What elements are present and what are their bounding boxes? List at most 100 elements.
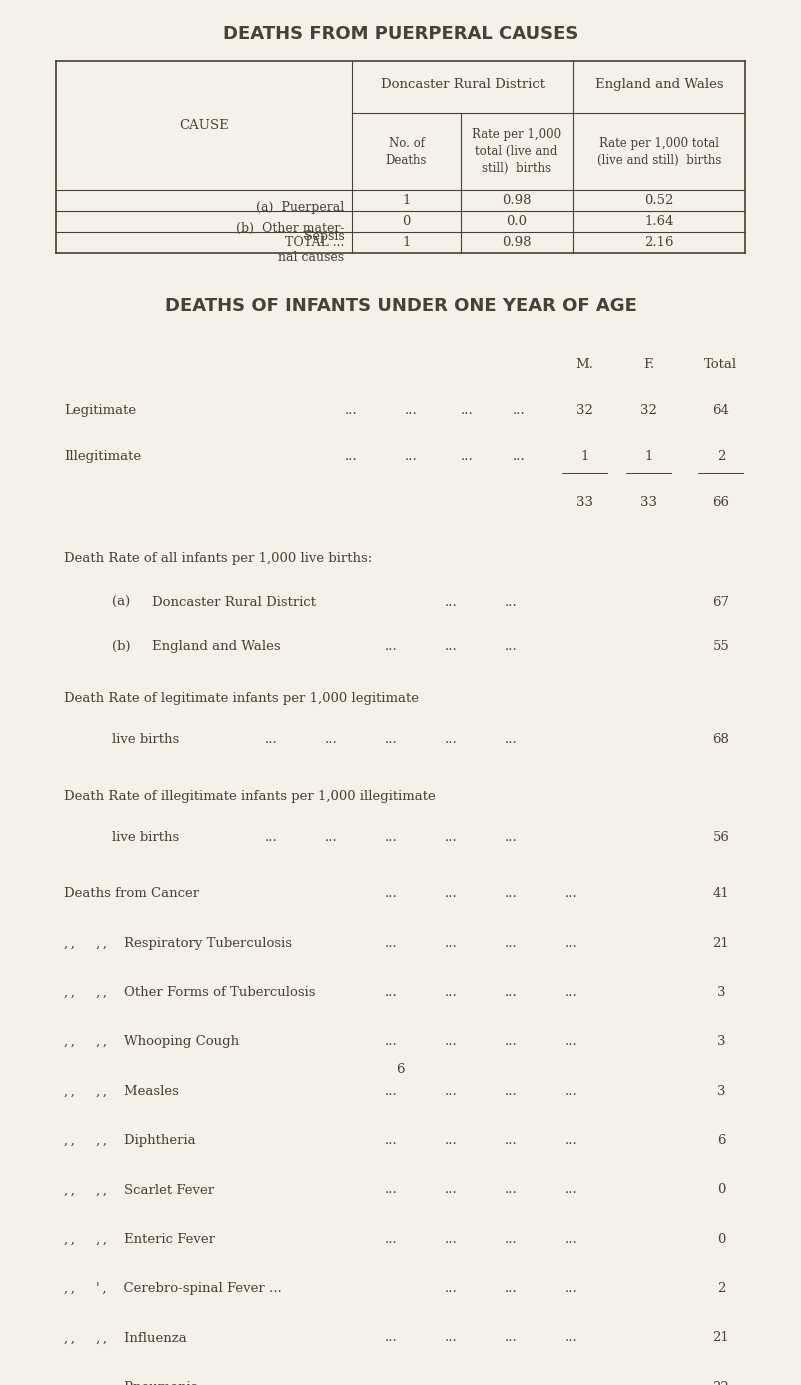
Text: ...: ... xyxy=(565,986,578,999)
Text: M.: M. xyxy=(576,357,594,371)
Text: 2: 2 xyxy=(717,1283,725,1295)
Text: 41: 41 xyxy=(713,888,729,900)
Text: ...: ... xyxy=(505,733,517,747)
Text: 2.16: 2.16 xyxy=(644,235,674,249)
Text: 68: 68 xyxy=(712,733,730,747)
Text: ...: ... xyxy=(505,986,517,999)
Text: ...: ... xyxy=(505,1183,517,1197)
Text: F.: F. xyxy=(643,357,654,371)
Text: ...: ... xyxy=(445,1183,457,1197)
Text: , ,     , ,    Respiratory Tuberculosis: , , , , Respiratory Tuberculosis xyxy=(64,936,292,950)
Text: ...: ... xyxy=(445,888,457,900)
Text: ...: ... xyxy=(384,1084,397,1097)
Text: DEATHS OF INFANTS UNDER ONE YEAR OF AGE: DEATHS OF INFANTS UNDER ONE YEAR OF AGE xyxy=(164,298,637,316)
Text: Illegitimate: Illegitimate xyxy=(64,450,141,463)
Text: ...: ... xyxy=(461,404,473,417)
Text: England and Wales: England and Wales xyxy=(594,78,723,91)
Text: ...: ... xyxy=(384,831,397,843)
Text: 0.0: 0.0 xyxy=(506,215,527,229)
Text: Doncaster Rural District: Doncaster Rural District xyxy=(152,596,316,609)
Text: 64: 64 xyxy=(712,404,730,417)
Text: 32: 32 xyxy=(640,404,658,417)
Text: ...: ... xyxy=(565,1283,578,1295)
Text: 3: 3 xyxy=(717,1084,725,1097)
Text: , ,     , ,    Pneumonia: , , , , Pneumonia xyxy=(64,1381,199,1385)
Text: 21: 21 xyxy=(713,936,729,950)
Text: ...: ... xyxy=(505,596,517,609)
Text: ...: ... xyxy=(505,640,517,654)
Text: ...: ... xyxy=(344,450,357,463)
Text: ...: ... xyxy=(513,450,525,463)
Text: ...: ... xyxy=(344,404,357,417)
Text: ...: ... xyxy=(445,1084,457,1097)
Text: ...: ... xyxy=(445,986,457,999)
Text: Rate per 1,000 total
(live and still)  births: Rate per 1,000 total (live and still) bi… xyxy=(597,137,721,166)
Text: Doncaster Rural District: Doncaster Rural District xyxy=(380,78,545,91)
Text: ...: ... xyxy=(505,1134,517,1147)
Text: 3: 3 xyxy=(717,1035,725,1048)
Text: TOTAL ...: TOTAL ... xyxy=(285,235,344,249)
Text: ...: ... xyxy=(264,831,277,843)
Text: ...: ... xyxy=(405,404,417,417)
Text: Death Rate of illegitimate infants per 1,000 illegitimate: Death Rate of illegitimate infants per 1… xyxy=(64,789,436,803)
Text: ...: ... xyxy=(384,888,397,900)
Text: (a): (a) xyxy=(112,596,131,609)
Text: ...: ... xyxy=(445,1233,457,1245)
Text: , ,     , ,    Other Forms of Tuberculosis: , , , , Other Forms of Tuberculosis xyxy=(64,986,316,999)
Text: ...: ... xyxy=(445,1283,457,1295)
Text: ...: ... xyxy=(505,936,517,950)
Text: ...: ... xyxy=(445,831,457,843)
Text: , ,     , ,    Scarlet Fever: , , , , Scarlet Fever xyxy=(64,1183,214,1197)
Text: 66: 66 xyxy=(712,496,730,508)
Text: ...: ... xyxy=(384,1134,397,1147)
Text: 1: 1 xyxy=(645,450,653,463)
Text: ...: ... xyxy=(505,1331,517,1345)
Text: , ,     ' ,    Cerebro-spinal Fever ...: , , ' , Cerebro-spinal Fever ... xyxy=(64,1283,282,1295)
Text: 67: 67 xyxy=(712,596,730,609)
Text: ...: ... xyxy=(445,596,457,609)
Text: , ,     , ,    Enteric Fever: , , , , Enteric Fever xyxy=(64,1233,215,1245)
Text: 0.98: 0.98 xyxy=(502,235,531,249)
Text: 0: 0 xyxy=(717,1183,725,1197)
Text: CAUSE: CAUSE xyxy=(179,119,229,132)
Text: 1.64: 1.64 xyxy=(644,215,674,229)
Text: (b): (b) xyxy=(112,640,131,654)
Text: live births: live births xyxy=(112,831,179,843)
Text: ...: ... xyxy=(505,831,517,843)
Text: ...: ... xyxy=(445,1035,457,1048)
Text: 22: 22 xyxy=(713,1381,729,1385)
Text: ...: ... xyxy=(384,1233,397,1245)
Text: ...: ... xyxy=(565,1331,578,1345)
Text: live births: live births xyxy=(112,733,179,747)
Text: ...: ... xyxy=(445,640,457,654)
Text: 0.98: 0.98 xyxy=(502,194,531,208)
Text: Rate per 1,000
total (live and
still)  births: Rate per 1,000 total (live and still) bi… xyxy=(472,129,562,176)
Text: 0.52: 0.52 xyxy=(644,194,674,208)
Text: ...: ... xyxy=(264,733,277,747)
Text: , ,     , ,    Whooping Cough: , , , , Whooping Cough xyxy=(64,1035,239,1048)
Text: ...: ... xyxy=(384,733,397,747)
Text: 3: 3 xyxy=(717,986,725,999)
Text: (b)  Other mater-: (b) Other mater- xyxy=(236,222,344,235)
Text: Sepsis: Sepsis xyxy=(304,230,344,242)
Text: , ,     , ,    Measles: , , , , Measles xyxy=(64,1084,179,1097)
Text: ...: ... xyxy=(384,1331,397,1345)
Text: ...: ... xyxy=(324,733,337,747)
Text: 1: 1 xyxy=(402,235,411,249)
Text: DEATHS FROM PUERPERAL CAUSES: DEATHS FROM PUERPERAL CAUSES xyxy=(223,25,578,43)
Text: ...: ... xyxy=(505,1283,517,1295)
Text: 55: 55 xyxy=(713,640,729,654)
Text: 0: 0 xyxy=(717,1233,725,1245)
Text: ...: ... xyxy=(384,986,397,999)
Text: 21: 21 xyxy=(713,1331,729,1345)
Text: ...: ... xyxy=(445,733,457,747)
Text: ...: ... xyxy=(565,1134,578,1147)
Text: No. of
Deaths: No. of Deaths xyxy=(386,137,427,166)
Text: ...: ... xyxy=(505,1084,517,1097)
Text: ...: ... xyxy=(324,831,337,843)
Text: England and Wales: England and Wales xyxy=(152,640,281,654)
Text: , ,     , ,    Diphtheria: , , , , Diphtheria xyxy=(64,1134,195,1147)
Text: ...: ... xyxy=(384,936,397,950)
Text: ...: ... xyxy=(505,1233,517,1245)
Text: Total: Total xyxy=(704,357,738,371)
